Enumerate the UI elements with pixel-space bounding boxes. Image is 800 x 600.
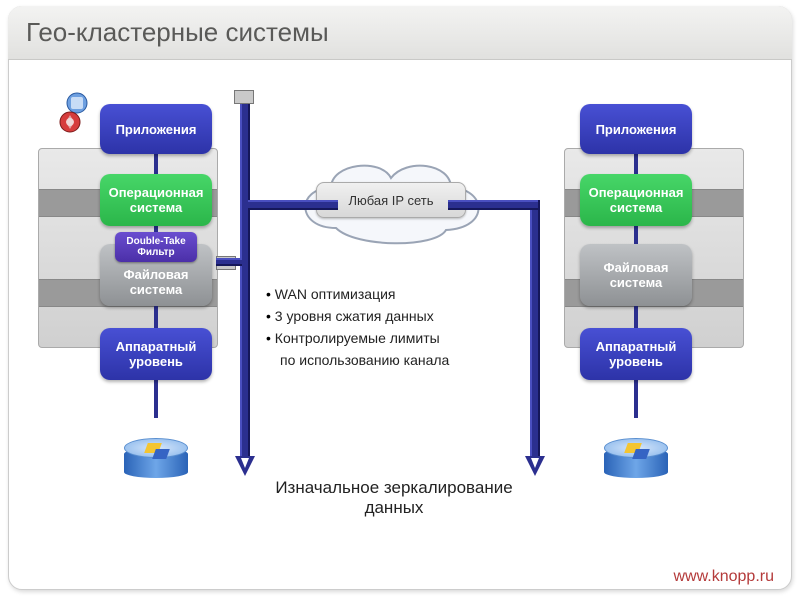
layer-apps-right: Приложения	[580, 104, 692, 154]
layer-hw-right-label: Аппаратный уровень	[596, 339, 677, 369]
pipe-right-to-cloud	[448, 200, 538, 210]
pipe-right-vertical	[530, 200, 540, 458]
disk-right	[604, 438, 668, 486]
slide-title: Гео-кластерные системы	[26, 17, 329, 48]
badge-text: Double-TakeФильтр	[126, 236, 185, 258]
layer-fs-left-label: Файловая система	[124, 267, 189, 297]
bullet-2: 3 уровня сжатия данных	[266, 308, 526, 324]
bullet-3b: по использованию канала	[266, 352, 526, 368]
disk-left	[124, 438, 188, 486]
arrow-left	[235, 456, 255, 476]
layer-apps-left: Приложения	[100, 104, 212, 154]
mirror-caption: Изначальное зеркалирование данных	[244, 478, 544, 518]
pipe-stub-left	[216, 258, 242, 266]
cloud-label-box: Любая IP сеть	[316, 182, 466, 218]
pipe-left-vertical	[240, 98, 250, 458]
monitoring-icon	[54, 90, 100, 136]
layer-os-left-label: Операционная система	[109, 185, 204, 215]
layer-os-right-label: Операционная система	[589, 185, 684, 215]
bullet-3: Контролируемые лимиты	[266, 330, 526, 346]
layer-hw-left: Аппаратный уровень	[100, 328, 212, 380]
feature-bullets: WAN оптимизация 3 уровня сжатия данных К…	[266, 286, 526, 374]
double-take-badge: Double-TakeФильтр	[115, 232, 197, 262]
cloud-label-text: Любая IP сеть	[349, 193, 434, 208]
layer-hw-right: Аппаратный уровень	[580, 328, 692, 380]
layer-fs-right: Файловая система	[580, 244, 692, 306]
port-top-left	[234, 90, 254, 104]
pipe-left-to-cloud	[248, 200, 338, 210]
diagram-stage: Приложения Операционная система Файловая…	[8, 60, 792, 584]
layer-apps-right-label: Приложения	[596, 122, 677, 137]
title-bar: Гео-кластерные системы	[8, 6, 792, 60]
layer-fs-right-label: Файловая система	[604, 260, 669, 290]
bullet-1: WAN оптимизация	[266, 286, 526, 302]
layer-hw-left-label: Аппаратный уровень	[116, 339, 197, 369]
layer-apps-left-label: Приложения	[116, 122, 197, 137]
footer-url: www.knopp.ru	[674, 568, 775, 586]
arrow-right	[525, 456, 545, 476]
layer-os-right: Операционная система	[580, 174, 692, 226]
layer-os-left: Операционная система	[100, 174, 212, 226]
